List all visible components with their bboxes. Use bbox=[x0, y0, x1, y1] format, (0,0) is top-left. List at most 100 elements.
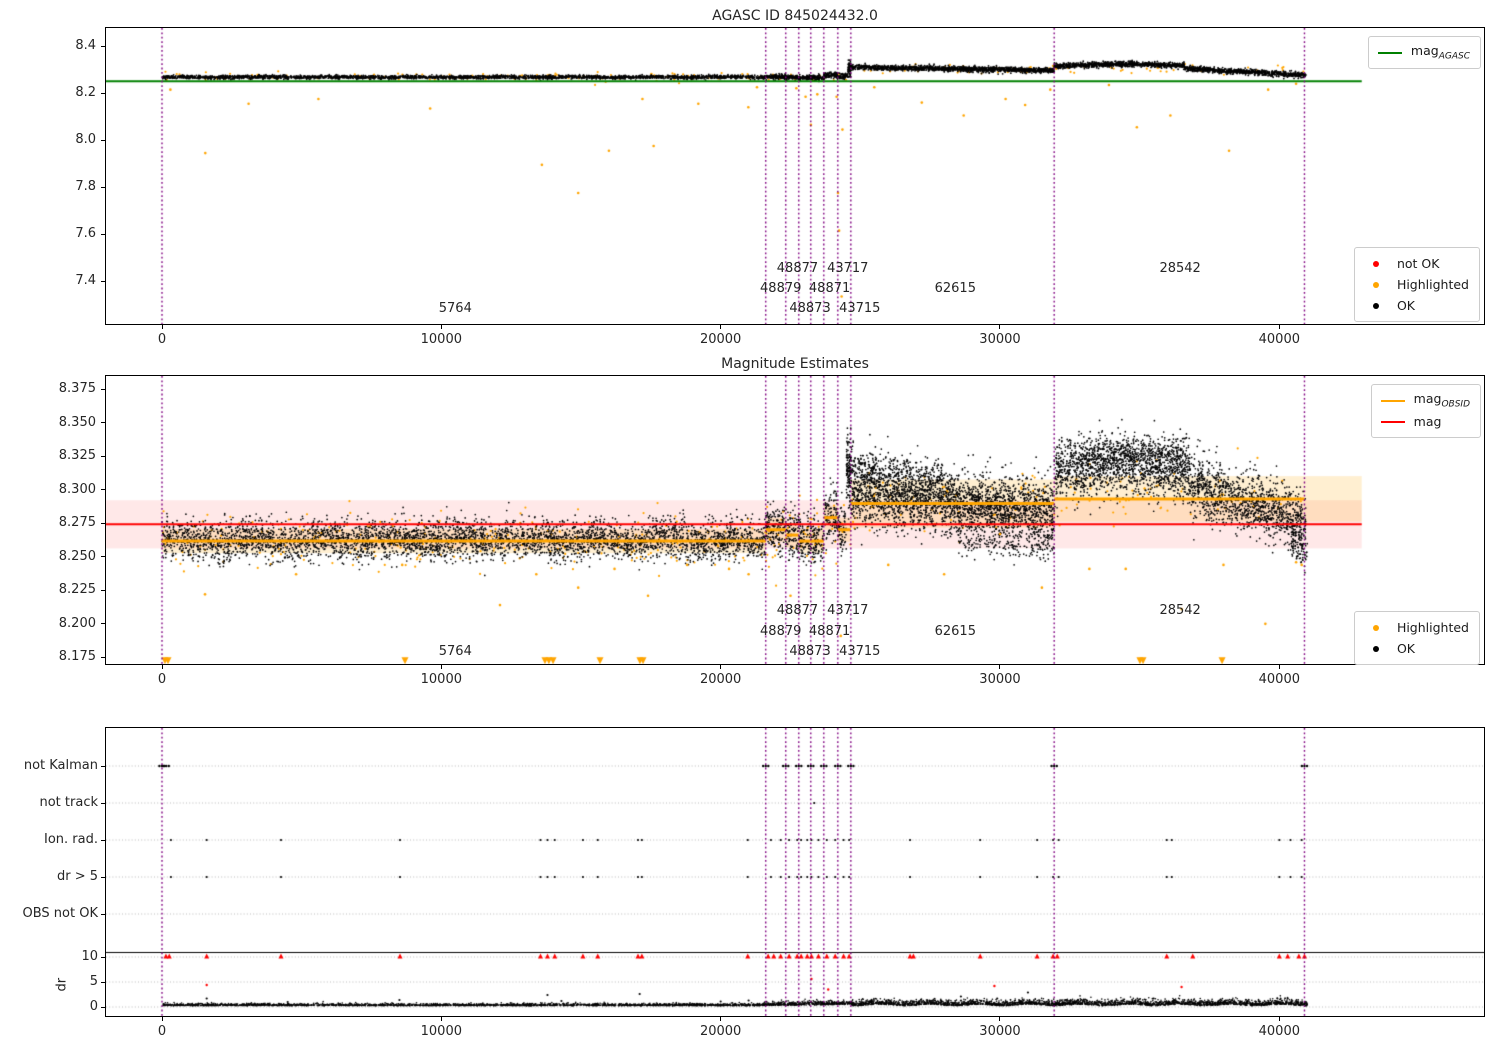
obsid-label: 5764 bbox=[438, 644, 472, 659]
plot1-canvas bbox=[106, 28, 1484, 324]
y-tick bbox=[101, 280, 105, 282]
y-tick-label: 8.200 bbox=[58, 615, 96, 631]
x-tick-label: 40000 bbox=[1258, 1024, 1300, 1039]
y-tick-label: 8.4 bbox=[75, 38, 96, 53]
legend-line-swatch bbox=[1377, 51, 1402, 54]
x-tick-label: 0 bbox=[157, 332, 167, 347]
y-tick bbox=[101, 956, 105, 958]
x-tick bbox=[1278, 325, 1280, 329]
x-tick bbox=[999, 665, 1001, 669]
x-tick bbox=[161, 325, 163, 329]
legend-item: Highlighted bbox=[1364, 274, 1469, 295]
flag-label: dr > 5 bbox=[56, 869, 98, 884]
legend-item: not OK bbox=[1364, 253, 1469, 274]
y-tick-label: 8.375 bbox=[58, 381, 96, 396]
dr-tick-label: 0 bbox=[89, 999, 98, 1014]
x-tick bbox=[1278, 1017, 1280, 1021]
x-tick-label: 10000 bbox=[420, 672, 462, 687]
x-tick bbox=[720, 325, 722, 329]
y-tick bbox=[101, 1006, 105, 1008]
legend: Highlighted OK bbox=[1353, 611, 1480, 665]
legend-label: Highlighted bbox=[1396, 620, 1469, 635]
y-tick bbox=[101, 92, 105, 94]
legend-label: OK bbox=[1396, 641, 1415, 656]
y-tick bbox=[101, 876, 105, 878]
y-tick bbox=[101, 233, 105, 235]
legend-item: mag bbox=[1380, 411, 1470, 432]
legend-item: Highlighted bbox=[1364, 617, 1469, 638]
x-tick bbox=[720, 1017, 722, 1021]
legend-dot-swatch bbox=[1372, 624, 1379, 631]
x-tick-label: 40000 bbox=[1258, 332, 1300, 347]
y-tick bbox=[101, 186, 105, 188]
obsid-label: 62615 bbox=[934, 624, 976, 639]
y-tick bbox=[101, 589, 105, 591]
y-tick-label: 8.0 bbox=[75, 132, 96, 147]
x-tick bbox=[999, 325, 1001, 329]
x-tick-label: 40000 bbox=[1258, 672, 1300, 687]
legend-line-swatch bbox=[1380, 420, 1405, 423]
plot2-canvas bbox=[106, 376, 1484, 664]
dr-axis-label: dr bbox=[54, 977, 70, 992]
x-tick-label: 0 bbox=[157, 672, 167, 687]
obsid-label: 5764 bbox=[438, 301, 472, 316]
legend-dot-swatch bbox=[1372, 281, 1379, 288]
y-tick-label: 8.325 bbox=[58, 448, 96, 463]
x-tick bbox=[161, 1017, 163, 1021]
obsid-label: 48871 bbox=[808, 624, 851, 639]
y-tick bbox=[101, 522, 105, 524]
y-tick-label: 7.6 bbox=[75, 226, 96, 241]
dr-tick-label: 10 bbox=[81, 949, 98, 964]
x-tick-label: 20000 bbox=[699, 672, 742, 687]
y-tick bbox=[101, 913, 105, 915]
x-tick-label: 30000 bbox=[979, 672, 1021, 687]
y-tick-label: 8.275 bbox=[58, 515, 96, 530]
x-tick bbox=[440, 665, 442, 669]
plot3-canvas bbox=[106, 728, 1484, 1016]
y-tick-label: 8.350 bbox=[58, 414, 96, 430]
obsid-label: 48877 bbox=[776, 603, 819, 618]
legend-dot-swatch bbox=[1372, 260, 1379, 267]
y-tick bbox=[101, 839, 105, 841]
obsid-label: 48871 bbox=[808, 280, 851, 296]
legend-label: magAGASC bbox=[1410, 43, 1470, 62]
x-tick-label: 20000 bbox=[699, 332, 742, 347]
obsid-label: 48873 bbox=[789, 644, 831, 659]
x-tick-label: 10000 bbox=[420, 332, 462, 347]
flag-label: not Kalman bbox=[23, 758, 98, 773]
x-tick-label: 30000 bbox=[979, 332, 1021, 347]
obsid-label: 28542 bbox=[1159, 603, 1201, 618]
obsid-label: 43715 bbox=[839, 644, 881, 659]
legend-item: magOBSID bbox=[1380, 390, 1470, 411]
y-tick bbox=[101, 45, 105, 47]
y-tick bbox=[101, 802, 105, 804]
legend-item: magAGASC bbox=[1377, 42, 1470, 63]
x-tick-label: 30000 bbox=[979, 1024, 1021, 1039]
x-tick bbox=[999, 1017, 1001, 1021]
obsid-label: 43717 bbox=[827, 261, 869, 276]
obsid-label: 48877 bbox=[776, 261, 819, 276]
obsid-label: 43715 bbox=[839, 301, 881, 316]
x-tick bbox=[720, 665, 722, 669]
y-tick-label: 8.175 bbox=[58, 649, 96, 664]
y-tick bbox=[101, 765, 105, 767]
y-tick bbox=[101, 656, 105, 658]
y-tick-label: 7.8 bbox=[75, 179, 96, 194]
flag-label: not track bbox=[39, 795, 98, 810]
plot1-title: AGASC ID 845024432.0 bbox=[712, 8, 878, 24]
y-tick bbox=[101, 388, 105, 390]
legend: magAGASC bbox=[1367, 36, 1481, 69]
flag-label: Ion. rad. bbox=[44, 832, 98, 847]
x-tick bbox=[440, 325, 442, 329]
legend-label: mag bbox=[1413, 414, 1442, 429]
legend: not OK Highlighted OK bbox=[1353, 247, 1480, 322]
y-tick bbox=[101, 489, 105, 490]
legend-item: OK bbox=[1364, 295, 1469, 316]
obsid-label: 28542 bbox=[1159, 261, 1201, 276]
y-tick bbox=[101, 623, 105, 624]
y-tick bbox=[101, 139, 105, 141]
plot2-axes bbox=[105, 375, 1485, 665]
obsid-label: 43717 bbox=[827, 603, 869, 618]
y-tick bbox=[101, 422, 105, 423]
